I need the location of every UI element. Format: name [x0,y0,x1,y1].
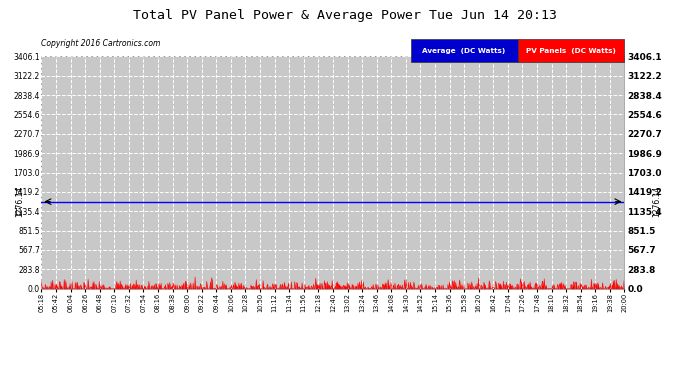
Text: PV Panels  (DC Watts): PV Panels (DC Watts) [526,48,616,54]
Text: 1276.14: 1276.14 [652,186,661,217]
Text: Copyright 2016 Cartronics.com: Copyright 2016 Cartronics.com [41,39,161,48]
Text: Total PV Panel Power & Average Power Tue Jun 14 20:13: Total PV Panel Power & Average Power Tue… [133,9,557,22]
Text: 1276.14: 1276.14 [15,186,24,217]
Text: Average  (DC Watts): Average (DC Watts) [422,48,506,54]
